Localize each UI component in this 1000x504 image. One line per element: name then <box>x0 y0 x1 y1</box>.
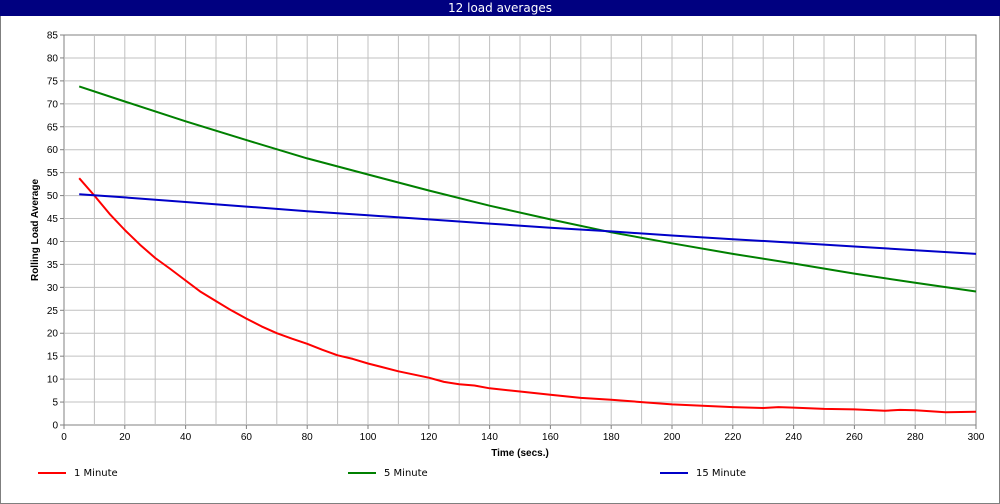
series-line-5-minute <box>78 85 977 293</box>
y-tick-label: 75 <box>47 76 59 87</box>
y-tick-label: 20 <box>47 329 59 340</box>
y-tick-label: 0 <box>52 421 58 432</box>
legend-swatch <box>660 472 688 474</box>
y-tick-label: 60 <box>47 145 59 156</box>
legend-item: 15 Minute <box>660 466 746 480</box>
series-line-1-minute <box>78 177 977 414</box>
x-tick-label: 180 <box>603 432 620 443</box>
x-tick-label: 280 <box>907 432 924 443</box>
x-tick-label: 260 <box>846 432 863 443</box>
legend-label: 1 Minute <box>74 467 118 479</box>
y-tick-label: 10 <box>47 375 59 386</box>
legend-swatch <box>348 472 376 474</box>
y-tick-label: 25 <box>47 306 59 317</box>
x-tick-label: 100 <box>360 432 377 443</box>
y-tick-label: 50 <box>47 191 59 202</box>
x-tick-label: 60 <box>241 432 253 443</box>
x-tick-label: 200 <box>664 432 681 443</box>
y-tick-label: 65 <box>47 122 59 133</box>
x-tick-label: 220 <box>724 432 741 443</box>
y-tick-label: 35 <box>47 260 59 271</box>
legend-label: 5 Minute <box>384 467 428 479</box>
y-tick-label: 5 <box>52 398 58 409</box>
x-tick-label: 240 <box>785 432 802 443</box>
x-tick-label: 0 <box>61 432 67 443</box>
x-tick-label: 300 <box>968 432 985 443</box>
x-axis-ticks: 0 20 40 60 80 100 120 140 160 180 200 220 240 260 280 3… <box>61 425 985 443</box>
x-axis-label: Time (secs.) <box>491 448 549 459</box>
y-tick-label: 30 <box>47 283 59 294</box>
chart-title-bar: 12 load averages <box>0 0 1000 16</box>
chart-title: 12 load averages <box>448 1 552 15</box>
legend-item: 1 Minute <box>38 466 118 480</box>
y-tick-label: 80 <box>47 53 59 64</box>
legend-item: 5 Minute <box>348 466 428 480</box>
x-tick-label: 80 <box>302 432 314 443</box>
y-axis-label: Rolling Load Average <box>30 179 41 281</box>
series-group <box>78 85 977 414</box>
x-tick-label: 140 <box>481 432 498 443</box>
grid-lines <box>64 35 976 425</box>
x-tick-label: 160 <box>542 432 559 443</box>
y-tick-label: 45 <box>47 214 59 225</box>
y-tick-label: 15 <box>47 352 59 363</box>
y-axis-ticks: 0 5 10 15 20 25 30 35 40 45 50 55 60 65 70 75 80 85 <box>47 31 64 432</box>
legend-swatch <box>38 472 66 474</box>
y-tick-label: 40 <box>47 237 59 248</box>
legend-label: 15 Minute <box>696 467 747 479</box>
y-tick-label: 55 <box>47 168 59 179</box>
x-tick-label: 120 <box>420 432 437 443</box>
x-tick-label: 20 <box>119 432 131 443</box>
x-tick-label: 40 <box>180 432 192 443</box>
y-tick-label: 70 <box>47 99 59 110</box>
series-line-15-minute <box>79 193 977 255</box>
y-tick-label: 85 <box>47 31 59 42</box>
